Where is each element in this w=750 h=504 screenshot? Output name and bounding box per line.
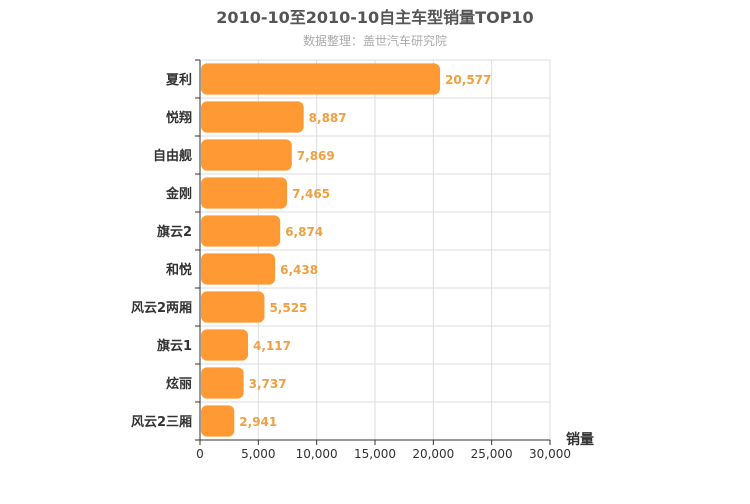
- label-layer: 0 5,000 10,000 15,000 20,000 25,000 30,000 夏利 20…: [131, 72, 571, 461]
- data-label: 4,117: [253, 339, 291, 353]
- x-tick-label: 25,000: [471, 447, 513, 461]
- x-tick-label: 20,000: [412, 447, 454, 461]
- x-tick-label: 15,000: [354, 447, 396, 461]
- bar: [201, 215, 281, 247]
- data-label: 5,525: [269, 301, 307, 315]
- bar-layer: [201, 63, 441, 437]
- bar: [201, 139, 292, 171]
- bar: [201, 329, 249, 361]
- data-label: 6,874: [285, 225, 323, 239]
- category-label: 和悦: [166, 262, 192, 278]
- x-tick-label: 10,000: [296, 447, 338, 461]
- x-tick-label: 5,000: [241, 447, 275, 461]
- grid-layer: [200, 59, 551, 440]
- category-label: 风云2三厢: [131, 415, 192, 430]
- category-label: 旗云1: [157, 338, 192, 354]
- bar: [201, 177, 288, 209]
- data-label: 3,737: [249, 377, 287, 391]
- bar: [201, 291, 265, 323]
- axis-layer: [195, 59, 551, 445]
- category-label: 旗云2: [157, 224, 192, 240]
- category-label: 风云2两厢: [131, 301, 192, 316]
- category-label: 炫丽: [166, 376, 192, 392]
- data-label: 7,465: [292, 187, 330, 201]
- data-label: 20,577: [445, 73, 491, 87]
- category-label: 金刚: [165, 186, 192, 202]
- data-label: 6,438: [280, 263, 318, 277]
- x-tick-label: 0: [196, 447, 204, 461]
- x-tick-label: 30,000: [529, 447, 571, 461]
- chart-subtitle: 数据整理：盖世汽车研究院: [303, 33, 447, 48]
- bar: [201, 63, 441, 95]
- bar: [201, 101, 304, 133]
- category-label: 悦翔: [166, 110, 192, 126]
- x-axis-title: 销量: [566, 431, 594, 448]
- bar: [201, 253, 276, 285]
- data-label: 2,941: [239, 415, 277, 429]
- data-label: 8,887: [309, 111, 347, 125]
- bar: [201, 367, 244, 399]
- bar: [201, 405, 235, 437]
- chart-title: 2010-10至2010-10自主车型销量TOP10: [216, 8, 533, 27]
- category-label: 夏利: [165, 72, 192, 88]
- category-label: 自由舰: [153, 148, 192, 164]
- data-label: 7,869: [297, 149, 335, 163]
